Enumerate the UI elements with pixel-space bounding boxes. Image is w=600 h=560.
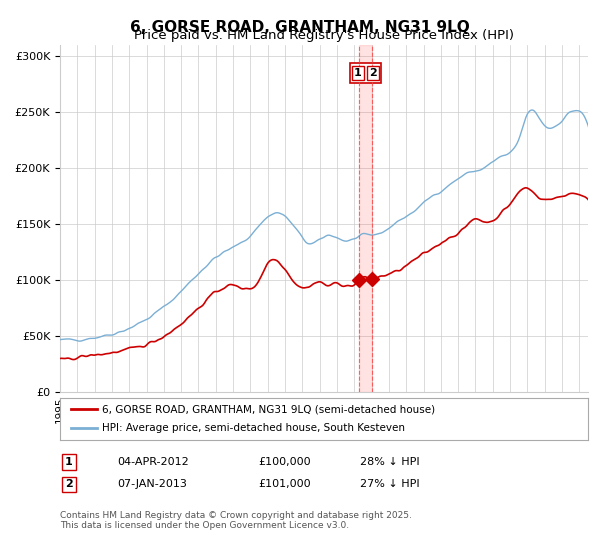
Text: £100,000: £100,000 (258, 457, 311, 467)
Text: 28% ↓ HPI: 28% ↓ HPI (360, 457, 419, 467)
Text: 1 2: 1 2 (353, 66, 377, 80)
Text: 04-APR-2012: 04-APR-2012 (117, 457, 189, 467)
Title: Price paid vs. HM Land Registry's House Price Index (HPI): Price paid vs. HM Land Registry's House … (134, 29, 514, 42)
Text: 2: 2 (369, 68, 377, 78)
Text: 6, GORSE ROAD, GRANTHAM, NG31 9LQ: 6, GORSE ROAD, GRANTHAM, NG31 9LQ (130, 20, 470, 35)
Text: 1: 1 (354, 68, 362, 78)
Text: Contains HM Land Registry data © Crown copyright and database right 2025.
This d: Contains HM Land Registry data © Crown c… (60, 511, 412, 530)
Text: 27% ↓ HPI: 27% ↓ HPI (360, 479, 419, 489)
Text: 07-JAN-2013: 07-JAN-2013 (117, 479, 187, 489)
Text: 6, GORSE ROAD, GRANTHAM, NG31 9LQ (semi-detached house): 6, GORSE ROAD, GRANTHAM, NG31 9LQ (semi-… (102, 404, 436, 414)
Text: 2: 2 (65, 479, 73, 489)
Text: £101,000: £101,000 (258, 479, 311, 489)
Text: 1: 1 (65, 457, 73, 467)
Bar (359, 45, 372, 392)
Text: HPI: Average price, semi-detached house, South Kesteven: HPI: Average price, semi-detached house,… (102, 423, 405, 433)
